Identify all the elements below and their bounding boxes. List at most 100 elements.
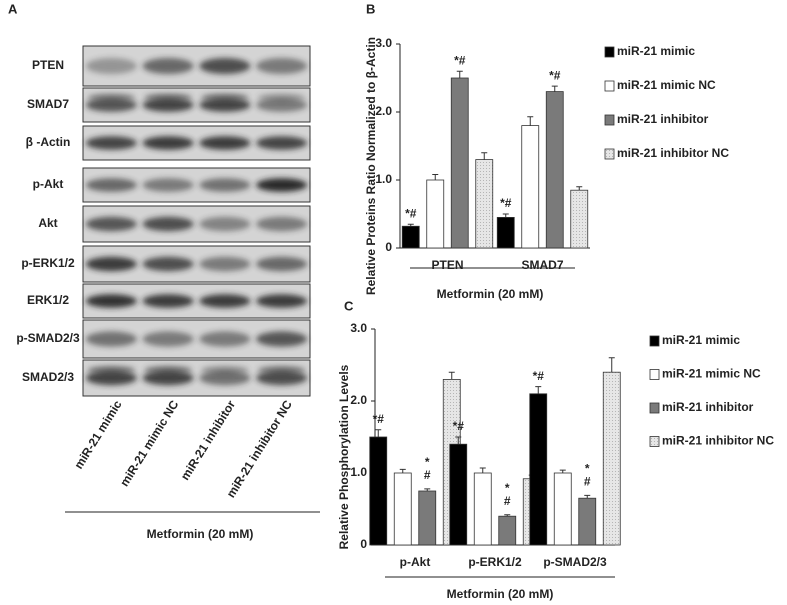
y-axis-label: Relative Proteins Ratio Normalized to β-…: [364, 37, 378, 295]
legend-label: miR-21 inhibitor NC: [662, 434, 774, 448]
blot-band: [142, 370, 194, 386]
significance-label: *#: [549, 68, 561, 82]
blot-band: [144, 93, 192, 102]
bar: [521, 125, 540, 249]
bar: [570, 189, 589, 249]
x-tick-label: p-Akt: [400, 555, 431, 569]
blot-band: [256, 58, 308, 74]
blot-band: [142, 256, 194, 272]
error-bar: [584, 494, 591, 499]
legend-label: miR-21 inhibitor: [617, 112, 709, 126]
significance-label: *#: [405, 206, 417, 220]
bar: [496, 216, 515, 249]
y-axis-label: Relative Phosphorylation Levels: [337, 364, 351, 549]
blot-band: [256, 370, 308, 386]
legend-swatch: [649, 369, 660, 380]
blot-band: [85, 58, 137, 74]
blot-band: [201, 93, 249, 102]
significance-label: *#: [424, 455, 431, 482]
panel-label: B: [366, 1, 375, 16]
blot-band: [256, 98, 308, 112]
blot-row-label: p-Akt: [33, 177, 64, 191]
significance-label: *#: [453, 419, 465, 433]
blot-column-label: miR-21 inhibitor NC: [224, 398, 295, 501]
x-tick-label: PTEN: [431, 258, 463, 272]
blot-band: [201, 365, 249, 375]
legend-swatch: [604, 80, 615, 92]
y-tick-label: 2.0: [375, 104, 392, 118]
blot-column-label: miR-21 mimic: [71, 398, 124, 472]
bar: [450, 77, 469, 249]
significance-label: *#: [504, 481, 511, 508]
error-bar: [551, 85, 558, 92]
blot-row-label: SMAD2/3: [22, 370, 74, 384]
legend-label: miR-21 inhibitor NC: [617, 146, 729, 160]
error-bar: [535, 386, 542, 394]
blot-band: [85, 294, 137, 308]
legend-swatch: [649, 402, 660, 414]
x-tick-label: SMAD7: [521, 258, 563, 272]
bar: [401, 225, 420, 249]
error-bar: [455, 436, 462, 445]
error-bar: [432, 174, 439, 180]
blot-band: [142, 136, 194, 150]
error-bar: [504, 514, 511, 517]
blot-row-label: β -Actin: [26, 135, 71, 149]
blot-band: [199, 331, 251, 347]
y-tick-label: 1.0: [375, 172, 392, 186]
error-bar: [479, 467, 486, 473]
x-tick-label: p-SMAD2/3: [543, 555, 607, 569]
blot-row-label: p-ERK1/2: [21, 256, 75, 270]
bar: [553, 472, 572, 546]
bar: [529, 393, 548, 546]
blot-band: [199, 178, 251, 192]
error-bar: [375, 429, 382, 437]
blot-band: [256, 294, 308, 308]
blot-band: [85, 178, 137, 192]
significance-label: *#: [454, 53, 466, 67]
bar: [369, 436, 388, 546]
blot-row-label: p-SMAD2/3: [16, 331, 80, 345]
blot-band: [256, 216, 308, 232]
y-tick-label: 0: [385, 240, 392, 254]
x-axis-label: Metformin (20 mM): [447, 587, 554, 601]
blot-column-label: miR-21 inhibitor: [178, 398, 238, 483]
blot-band: [87, 93, 136, 102]
bar: [449, 443, 468, 546]
legend-swatch: [649, 436, 660, 447]
bar: [418, 490, 437, 546]
legend-swatch: [604, 114, 615, 126]
error-bar: [424, 488, 431, 491]
blot-band: [199, 256, 251, 272]
error-bar: [576, 186, 583, 191]
legend-label: miR-21 mimic NC: [617, 78, 716, 92]
error-bar: [456, 70, 463, 78]
bar: [473, 472, 492, 546]
blot-band: [87, 365, 136, 375]
error-bar: [448, 371, 455, 380]
blot-band: [256, 178, 308, 192]
error-bar: [559, 469, 566, 473]
blot-band: [199, 98, 251, 112]
error-bar: [481, 152, 488, 160]
blot-band: [257, 365, 306, 375]
blot-band: [142, 331, 194, 347]
legend-swatch: [649, 335, 660, 347]
panel-label: A: [8, 1, 18, 16]
blot-xlabel: Metformin (20 mM): [147, 527, 254, 541]
bar: [578, 497, 597, 546]
significance-label: *#: [584, 461, 591, 488]
blot-band: [199, 58, 251, 74]
blot-band: [199, 294, 251, 308]
blot-band: [85, 256, 137, 272]
blot-band: [142, 98, 194, 112]
blot-band: [142, 216, 194, 232]
legend-label: miR-21 mimic NC: [662, 367, 761, 381]
y-tick-label: 1.0: [350, 465, 367, 479]
bar: [426, 179, 445, 249]
error-bar: [608, 357, 615, 373]
y-tick-label: 3.0: [375, 36, 392, 50]
legend-label: miR-21 mimic: [662, 333, 740, 347]
blot-band: [85, 331, 137, 347]
